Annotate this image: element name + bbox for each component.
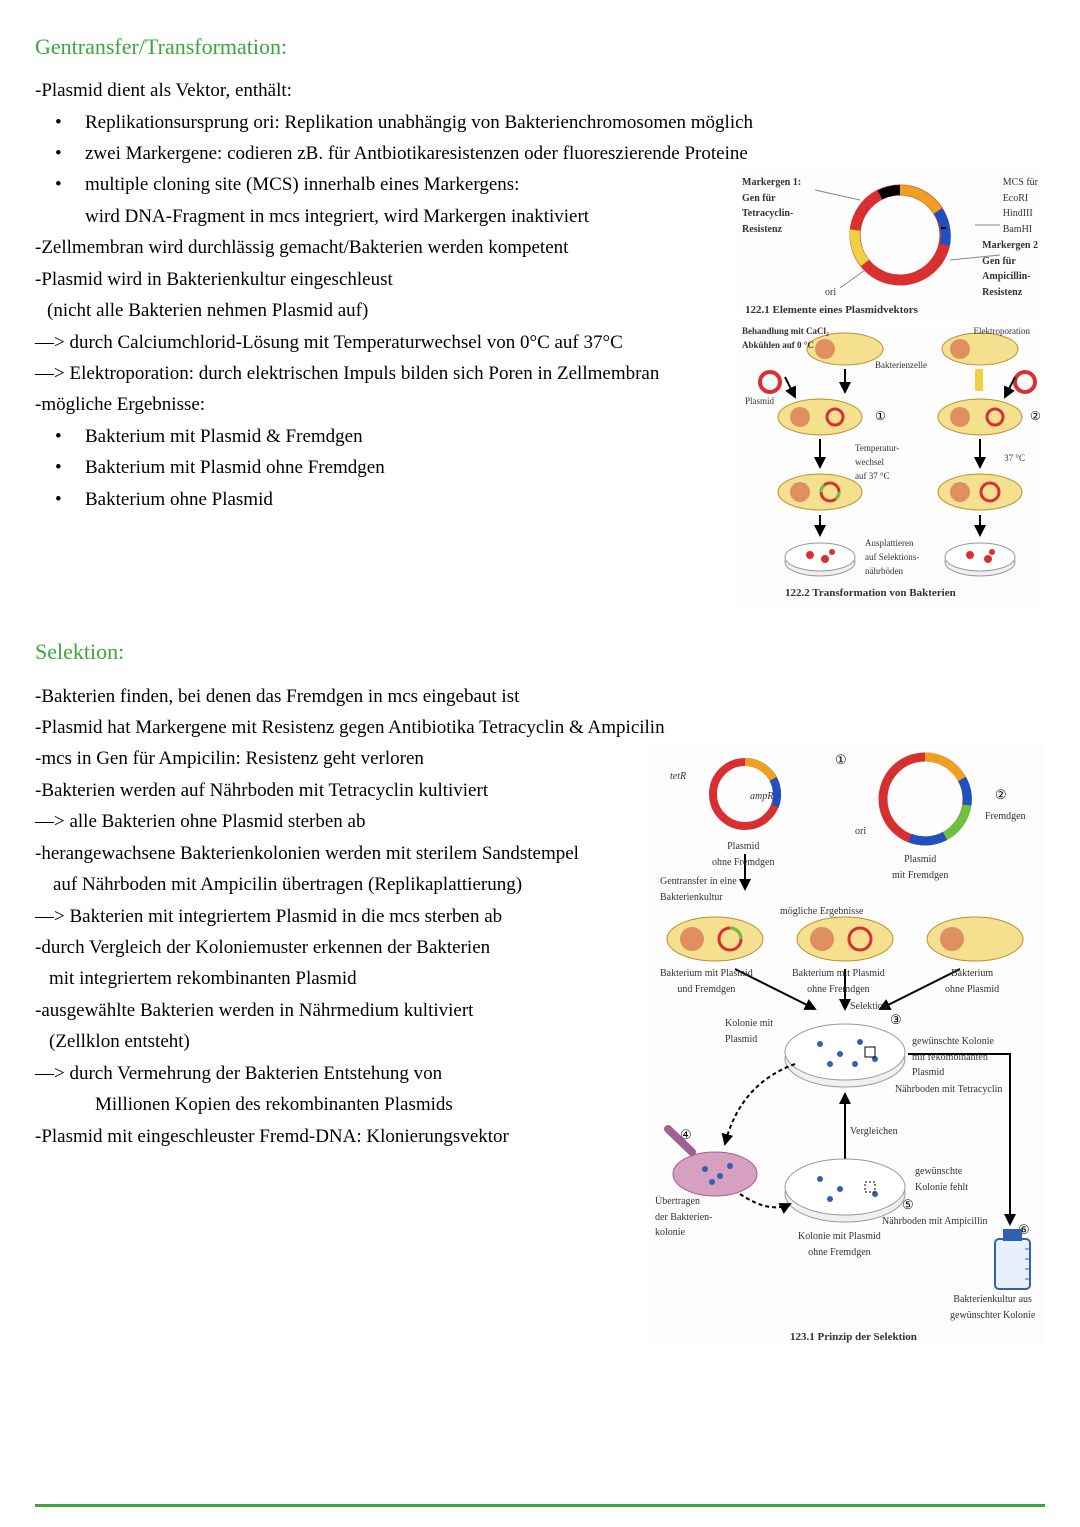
text-line: mit integriertem rekombinanten Plasmid <box>35 964 645 993</box>
figure-transformation: ① ② <box>740 327 1040 607</box>
label: Markergen 1: Gen für Tetracyclin- Resist… <box>742 175 801 237</box>
svg-text:②: ② <box>1030 409 1040 423</box>
label: Übertragen der Bakterien- kolonie <box>655 1194 712 1241</box>
text-line: -Plasmid wird in Bakterienkultur eingesc… <box>35 265 732 294</box>
bottom-divider <box>35 1504 1045 1507</box>
text-line: -Plasmid dient als Vektor, enthält: <box>35 76 1045 105</box>
label: MCS für EcoRI HindIII BamHI <box>1003 175 1038 237</box>
svg-text:⑤: ⑤ <box>902 1197 914 1212</box>
text-line: -ausgewählte Bakterien werden in Nährmed… <box>35 996 645 1025</box>
text-line: —> durch Calciumchlorid-Lösung mit Tempe… <box>35 328 732 357</box>
label: Bakterium ohne Plasmid <box>945 966 999 997</box>
label: Markergen 2 Gen für Ampicillin- Resisten… <box>982 238 1038 300</box>
text-line: -mcs in Gen für Ampicilin: Resistenz geh… <box>35 744 645 773</box>
svg-text:③: ③ <box>890 1012 902 1027</box>
figure-caption: 123.1 Prinzip der Selektion <box>790 1329 917 1346</box>
text-line: wird DNA-Fragment in mcs integriert, wir… <box>35 202 732 231</box>
text-line: Bakterium mit Plasmid ohne Fremdgen <box>35 453 732 482</box>
text-line: -Bakterien werden auf Nährboden mit Tetr… <box>35 776 645 805</box>
label: Vergleichen <box>850 1124 898 1140</box>
text-line: Replikationsursprung ori: Replikation un… <box>35 108 1045 137</box>
label: Gentransfer in eine Bakterienkultur <box>660 874 737 905</box>
section2-heading: Selektion: <box>35 635 1045 669</box>
svg-text:②: ② <box>995 787 1007 802</box>
label: Bakterium mit Plasmid ohne Fremdgen <box>792 966 885 997</box>
label: Nährboden mit Ampicillin <box>882 1214 988 1230</box>
label: gewünschte Kolonie mit rekombinanten Pla… <box>912 1034 994 1081</box>
text-line: -Plasmid mit eingeschleuster Fremd-DNA: … <box>35 1122 645 1151</box>
label: Kolonie mit Plasmid ohne Fremdgen <box>798 1229 881 1260</box>
label: mögliche Ergebnisse <box>780 904 863 920</box>
text-line: —> alle Bakterien ohne Plasmid sterben a… <box>35 807 645 836</box>
svg-text:①: ① <box>835 752 847 767</box>
label: Plasmid <box>745 395 774 409</box>
text-line: -Plasmid hat Markergene mit Resistenz ge… <box>35 713 1045 742</box>
label: ampR <box>750 789 773 805</box>
text-line: —> durch Vermehrung der Bakterien Entste… <box>35 1059 645 1088</box>
text-line: auf Nährboden mit Ampicilin übertragen (… <box>35 870 645 899</box>
text-line: -durch Vergleich der Koloniemuster erken… <box>35 933 645 962</box>
text-line: Bakterium mit Plasmid & Fremdgen <box>35 422 732 451</box>
text-line: -herangewachsene Bakterienkolonien werde… <box>35 839 645 868</box>
label: Selektion <box>850 999 888 1015</box>
label: Elektroporation <box>974 325 1030 339</box>
label: Bakterienzelle <box>875 359 927 373</box>
label: Plasmid mit Fremdgen <box>892 852 948 883</box>
text-line: -Bakterien finden, bei denen das Fremdge… <box>35 682 1045 711</box>
figure-plasmid-vector: Markergen 1: Gen für Tetracyclin- Resist… <box>740 170 1040 315</box>
label: gewünschte Kolonie fehlt <box>915 1164 968 1195</box>
figure-caption: 122.1 Elemente eines Plasmidvektors <box>745 302 918 319</box>
text-line: -mögliche Ergebnisse: <box>35 390 732 419</box>
label: Nährboden mit Tetracyclin <box>895 1082 1002 1098</box>
text-line: Bakterium ohne Plasmid <box>35 485 732 514</box>
label: Plasmid ohne Fremdgen <box>712 839 775 870</box>
text-line: Millionen Kopien des rekombinanten Plasm… <box>35 1090 645 1119</box>
figure-selection: ① ② ③ <box>650 744 1045 1344</box>
figure-caption: 122.2 Transformation von Bakterien <box>785 585 956 602</box>
svg-text:①: ① <box>875 409 886 423</box>
label: ori <box>825 285 836 301</box>
text-line: multiple cloning site (MCS) innerhalb ei… <box>35 170 732 199</box>
label: Bakterienkultur aus gewünschter Kolonie <box>950 1292 1035 1323</box>
text-line: (nicht alle Bakterien nehmen Plasmid auf… <box>35 296 732 325</box>
text-line: —> Bakterien mit integriertem Plasmid in… <box>35 902 645 931</box>
section1-heading: Gentransfer/Transformation: <box>35 30 1045 64</box>
text-line: zwei Markergene: codieren zB. für Antbio… <box>35 139 1045 168</box>
label: Fremdgen <box>985 809 1026 825</box>
label: Bakterium mit Plasmid und Fremdgen <box>660 966 753 997</box>
label: Kolonie mit Plasmid <box>725 1016 773 1047</box>
label: tetR <box>670 769 686 785</box>
text-line: (Zellklon entsteht) <box>35 1027 645 1056</box>
text-line: —> Elektroporation: durch elektrischen I… <box>35 359 732 388</box>
label: Ausplattieren auf Selektions- nährböden <box>865 537 919 579</box>
label: 37 °C <box>1004 452 1025 466</box>
text-line: -Zellmembran wird durchlässig gemacht/Ba… <box>35 233 732 262</box>
label: ori <box>855 824 866 840</box>
label: Temperatur- wechsel auf 37 °C <box>855 442 899 484</box>
label: Behandlung mit CaCl₂ Abkühlen auf 0 °C <box>742 325 829 353</box>
